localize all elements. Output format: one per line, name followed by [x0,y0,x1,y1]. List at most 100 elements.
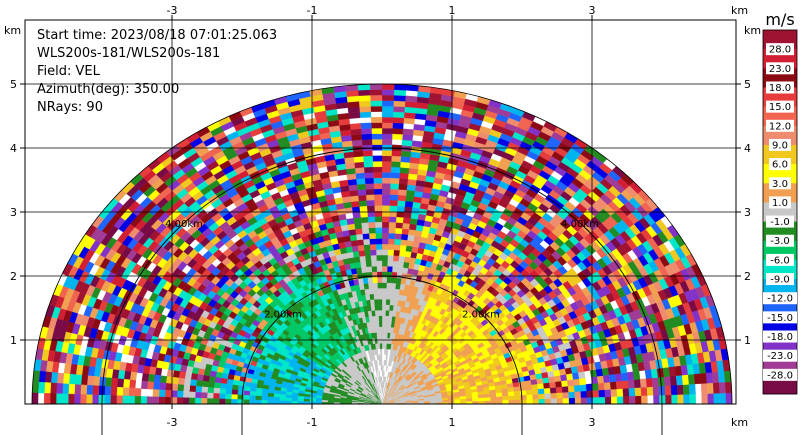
velocity-gate [402,217,411,224]
velocity-gate [392,255,400,262]
velocity-gate [375,227,383,234]
velocity-gate [568,397,576,404]
velocity-gate [378,315,383,322]
velocity-gate [220,377,228,385]
velocity-gate [392,111,405,118]
velocity-gate [526,399,534,404]
velocity-gate [381,83,395,90]
velocity-gate [573,384,581,392]
velocity-gate [351,139,363,147]
velocity-gate [619,364,628,374]
velocity-gate [385,315,389,322]
velocity-gate [243,386,251,392]
velocity-gate [373,293,379,300]
velocity-gate [397,194,407,202]
velocity-gate [362,155,373,162]
velocity-gate [347,106,360,114]
velocity-gate [405,245,413,253]
velocity-gate [86,375,95,386]
velocity-gate [651,377,660,387]
velocity-gate [356,183,366,191]
velocity-gate [381,133,393,140]
velocity-gate [652,386,660,396]
velocity-gate [381,337,385,344]
velocity-gate [381,144,393,151]
velocity-gate [385,310,390,317]
velocity-gate [363,161,374,168]
velocity-gate [543,382,551,389]
velocity-gate [646,386,654,396]
velocity-gate [484,400,491,404]
velocity-gate [403,256,411,263]
velocity-gate [360,122,372,129]
velocity-gate [357,189,367,196]
velocity-gate [381,265,388,272]
velocity-gate [566,373,574,381]
velocity-gate [381,370,384,377]
velocity-gate [397,200,406,207]
velocity-gate [629,395,636,404]
velocity-gate [350,134,362,141]
velocity-gate [718,381,726,394]
velocity-gate [381,321,386,327]
velocity-gate [717,370,726,383]
velocity-gate [360,261,367,268]
velocity-gate [573,378,581,386]
velocity-gate [353,217,362,224]
velocity-gate [597,382,605,391]
velocity-gate [249,391,257,397]
velocity-gate [395,283,401,290]
velocity-gate [346,95,359,103]
velocity-gate [362,233,370,240]
velocity-gate [701,393,709,404]
velocity-gate [567,385,575,393]
velocity-gate [367,221,376,229]
velocity-gate [364,177,374,184]
velocity-gate [393,299,399,306]
velocity-gate [404,200,414,208]
velocity-gate [550,398,558,404]
velocity-gate [484,396,491,401]
velocity-gate [359,205,368,213]
velocity-gate [379,332,383,338]
velocity-gate [361,222,369,229]
velocity-gate [398,183,408,191]
velocity-gate [354,228,363,235]
velocity-gate [556,398,564,404]
velocity-gate [104,377,113,387]
velocity-gate [617,396,624,404]
velocity-gate [396,205,405,213]
velocity-gate [377,276,383,283]
velocity-gate [388,310,393,317]
velocity-gate [610,388,618,397]
velocity-gate [400,239,408,246]
velocity-gate [681,374,690,385]
velocity-gate [700,383,708,394]
velocity-gate [118,335,127,346]
velocity-gate [387,326,391,333]
velocity-gate [129,379,137,389]
velocity-gate [369,238,377,245]
velocity-gate [388,216,397,223]
velocity-gate [225,383,233,390]
velocity-gate [352,211,361,219]
velocity-gate [273,393,281,398]
velocity-gate [207,387,215,394]
velocity-gate [110,377,119,388]
velocity-gate [381,177,391,184]
velocity-gate [371,266,378,273]
velocity-gate [554,375,562,382]
velocity-gate [368,227,376,234]
velocity-gate [393,89,407,96]
velocity-gate [261,388,269,394]
velocity-gate [370,105,383,112]
velocity-gate [364,249,371,257]
velocity-gate [413,124,425,131]
velocity-gate [399,167,410,174]
velocity-gate [604,389,612,398]
velocity-gate [381,315,386,322]
velocity-gate [604,396,612,404]
velocity-gate [404,106,417,114]
velocity-gate [381,227,389,234]
